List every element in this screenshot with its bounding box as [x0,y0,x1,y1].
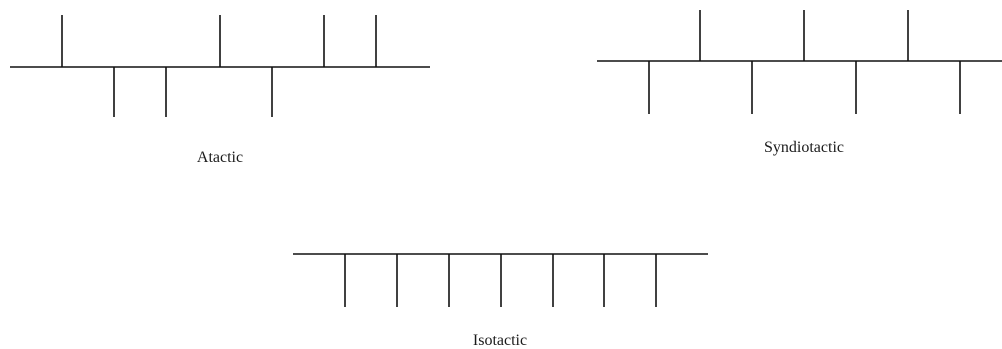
atactic-side-groups [10,15,430,117]
atactic-label: Atactic [197,149,243,166]
isotactic-label: Isotactic [473,332,527,349]
syndiotactic-side-groups [597,10,1002,114]
isotactic-chain: Isotactic [293,253,708,349]
atactic-chain: Atactic [10,15,430,166]
syndiotactic-chain: Syndiotactic [597,10,1002,156]
isotactic-side-groups [293,253,708,307]
syndiotactic-label: Syndiotactic [764,139,844,156]
